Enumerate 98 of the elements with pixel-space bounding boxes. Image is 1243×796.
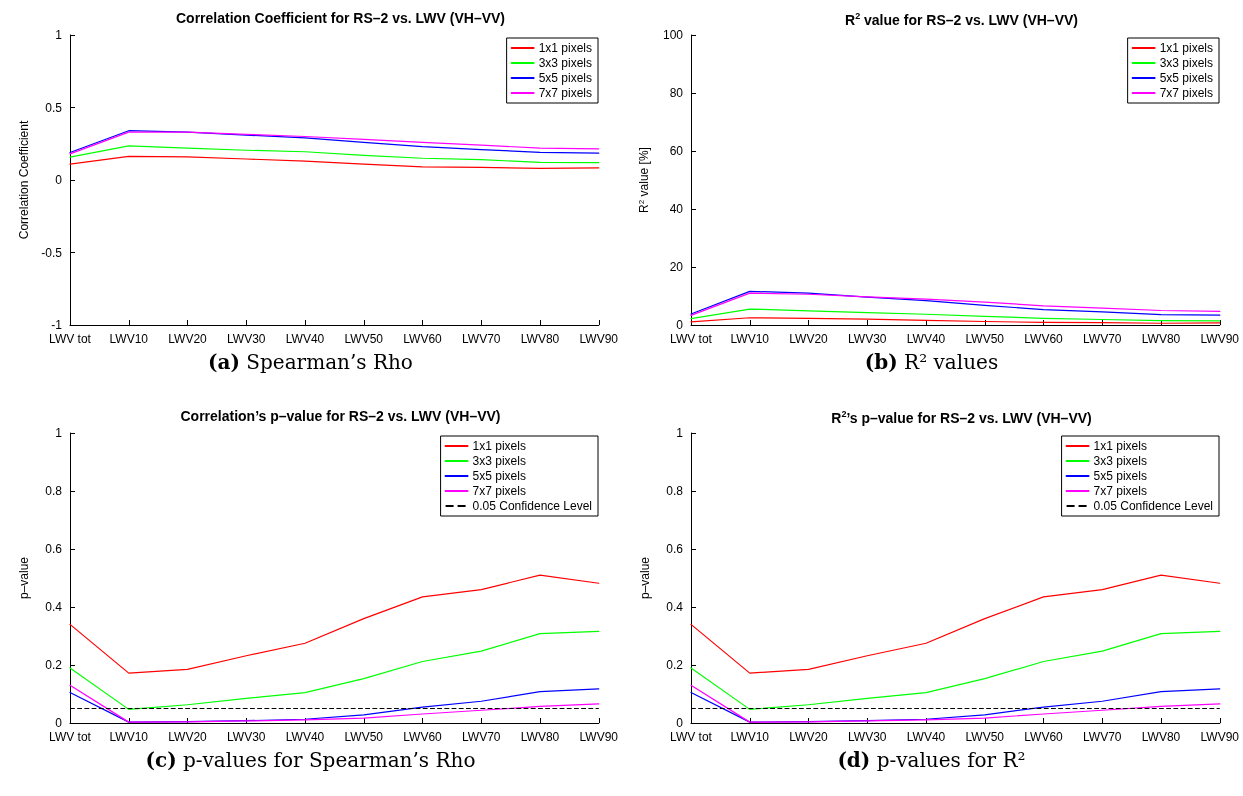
- line-series: [690, 308, 1221, 322]
- x-tick-label: LWV90: [1200, 332, 1240, 346]
- x-tick-label: LWV40: [906, 332, 946, 346]
- legend-label: 5x5 pixels: [1093, 469, 1147, 483]
- line-series: [69, 574, 600, 674]
- y-axis-title: R2 value [%]: [636, 147, 651, 213]
- y-tick-label: -0.5: [41, 245, 63, 260]
- y-tick-label: 0: [55, 173, 63, 187]
- legend-label: 1x1 pixels: [1159, 41, 1214, 55]
- y-tick-label: 0.6: [45, 542, 63, 556]
- x-tick-label: LWV10: [109, 730, 149, 744]
- text: (c) p-values for Spearman’s Rho: [145, 748, 476, 772]
- x-tick-label: LWV60: [1024, 730, 1064, 744]
- legend-label: 3x3 pixels: [1159, 56, 1214, 70]
- x-tick-label: LWV80: [1141, 730, 1181, 744]
- x-tick-label: LWV tot: [49, 332, 92, 346]
- y-tick-label: 0: [55, 716, 63, 730]
- y-tick-label: 0.6: [666, 542, 684, 556]
- x-tick-label: LWV30: [227, 332, 266, 346]
- text: (b) R² values: [864, 350, 999, 374]
- legend-label: 7x7 pixels: [472, 484, 526, 498]
- x-tick-label: LWV70: [462, 730, 501, 744]
- x-tick-label: LWV50: [344, 332, 384, 346]
- y-tick-label: 0.2: [666, 658, 684, 672]
- text: (d) p-values for R²: [837, 748, 1026, 772]
- legend-label: 3x3 pixels: [472, 454, 526, 468]
- legend-label: 0.05 Confidence Level: [472, 499, 592, 513]
- x-tick-label: LWV20: [168, 332, 208, 346]
- legend-label: 5x5 pixels: [538, 71, 593, 85]
- x-tick-label: LWV80: [1141, 332, 1181, 346]
- legend-label: 3x3 pixels: [538, 56, 593, 70]
- x-tick-label: LWV50: [965, 332, 1005, 346]
- x-tick-label: LWV20: [168, 730, 208, 744]
- x-tick-label: LWV40: [906, 730, 946, 744]
- y-tick-label: 40: [669, 202, 684, 216]
- y-axis-title: p–value: [638, 556, 652, 600]
- x-tick-label: LWV60: [403, 332, 443, 346]
- legend-label: 0.05 Confidence Level: [1093, 499, 1213, 513]
- y-tick-label: -1: [51, 318, 63, 332]
- y-tick-label: 1: [676, 426, 684, 440]
- legend-label: 5x5 pixels: [1159, 71, 1214, 85]
- x-tick-label: LWV30: [848, 730, 887, 744]
- y-tick-label: 0.8: [45, 484, 63, 498]
- y-tick-label: 0.8: [666, 484, 684, 498]
- line-series: [69, 155, 600, 169]
- x-tick-label: LWV10: [109, 332, 149, 346]
- x-tick-label: LWV tot: [670, 332, 713, 346]
- y-tick-label: 0: [676, 318, 684, 332]
- x-tick-label: LWV30: [848, 332, 887, 346]
- x-tick-label: LWV70: [1083, 730, 1122, 744]
- y-tick-label: 0: [676, 716, 684, 730]
- x-tick-label: LWV70: [1083, 332, 1122, 346]
- y-tick-label: 1: [55, 426, 63, 440]
- x-tick-label: LWV tot: [49, 730, 92, 744]
- x-tick-label: LWV50: [965, 730, 1005, 744]
- x-tick-label: LWV60: [403, 730, 443, 744]
- x-tick-label: LWV90: [579, 730, 619, 744]
- x-tick-label: LWV50: [344, 730, 384, 744]
- y-tick-label: 1: [55, 28, 63, 42]
- x-tick-label: LWV80: [520, 730, 560, 744]
- legend-label: 7x7 pixels: [1093, 484, 1147, 498]
- legend-label: 1x1 pixels: [1093, 439, 1147, 453]
- y-tick-label: 100: [662, 28, 684, 42]
- y-tick-label: 0.4: [45, 600, 63, 614]
- y-axis-title: Correlation Coefficient: [17, 120, 31, 240]
- chart-title: Correlation Coefficient for RS–2 vs. LWV (VH–VV): [175, 10, 506, 26]
- legend-label: 1x1 pixels: [472, 439, 526, 453]
- x-tick-label: LWV tot: [670, 730, 713, 744]
- x-tick-label: LWV80: [520, 332, 560, 346]
- x-tick-label: LWV30: [227, 730, 266, 744]
- y-tick-label: 60: [669, 144, 684, 158]
- x-tick-label: LWV90: [1200, 730, 1240, 744]
- y-tick-label: 80: [669, 86, 684, 100]
- y-tick-label: 0.5: [45, 100, 63, 115]
- legend-label: 7x7 pixels: [538, 86, 593, 100]
- legend-label: 1x1 pixels: [538, 41, 593, 55]
- legend-label: 3x3 pixels: [1093, 454, 1147, 468]
- x-tick-label: LWV40: [285, 332, 325, 346]
- line-series: [690, 574, 1221, 674]
- x-tick-label: LWV10: [730, 332, 770, 346]
- y-axis-title: p–value: [17, 556, 31, 600]
- y-tick-label: 0.4: [666, 600, 684, 614]
- x-tick-label: LWV10: [730, 730, 770, 744]
- x-tick-label: LWV60: [1024, 332, 1064, 346]
- legend-label: 5x5 pixels: [472, 469, 526, 483]
- line-series: [690, 630, 1221, 710]
- legend-label: 7x7 pixels: [1159, 86, 1214, 100]
- x-tick-label: LWV20: [789, 730, 829, 744]
- x-tick-label: LWV70: [462, 332, 501, 346]
- chart-title: Correlation’s p–value for RS–2 vs. LWV (VH–VV): [180, 408, 501, 424]
- line-series: [69, 145, 600, 164]
- x-tick-label: LWV20: [789, 332, 829, 346]
- text: (a) Spearman’s Rho: [208, 350, 413, 374]
- y-tick-label: 0.2: [45, 658, 63, 672]
- y-tick-label: 20: [669, 260, 684, 274]
- x-tick-label: LWV40: [285, 730, 325, 744]
- x-tick-label: LWV90: [579, 332, 619, 346]
- line-series: [69, 630, 600, 710]
